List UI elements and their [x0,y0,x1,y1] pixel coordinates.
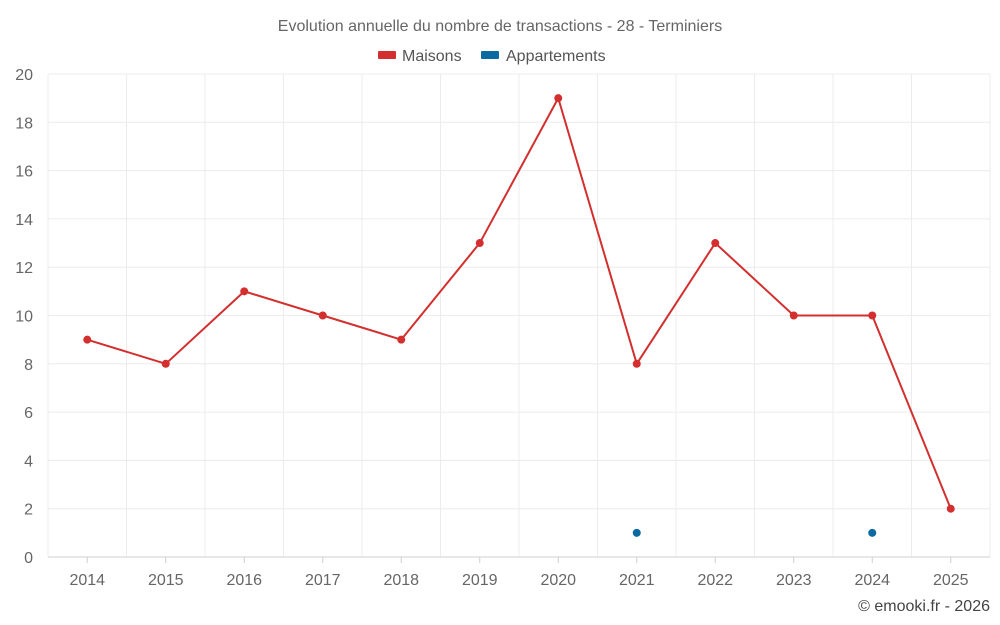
x-tick-label: 2016 [226,572,262,589]
data-point-appartements-2024[interactable] [868,528,877,537]
legend-swatch-maisons [378,51,396,59]
data-point-maisons-2022[interactable] [711,239,720,248]
x-tick-label: 2018 [383,572,419,589]
data-point-maisons-2019[interactable] [475,239,484,248]
y-tick-label: 4 [24,453,33,470]
y-tick-label: 10 [15,309,33,326]
x-tick-label: 2017 [305,572,341,589]
data-point-maisons-2025[interactable] [946,504,955,513]
x-tick-label: 2023 [776,572,812,589]
legend-item-appartements[interactable]: Appartements [481,48,606,65]
chart-title: Evolution annuelle du nombre de transact… [278,18,722,35]
y-tick-label: 12 [15,260,33,277]
y-tick-label: 20 [15,67,33,84]
data-point-maisons-2015[interactable] [161,359,170,368]
y-tick-label: 18 [15,115,33,132]
x-tick-label: 2014 [69,572,105,589]
x-tick-label: 2024 [854,572,890,589]
y-tick-label: 14 [15,212,33,229]
legend-item-maisons[interactable]: Maisons [378,48,462,65]
x-tick-label: 2020 [540,572,576,589]
series-line-maisons [86,97,952,510]
data-point-maisons-2014[interactable] [83,335,92,344]
y-tick-label: 8 [24,357,33,374]
data-point-maisons-2023[interactable] [789,311,798,320]
legend: Maisons Appartements [378,48,606,65]
data-point-maisons-2020[interactable] [554,94,563,103]
data-point-maisons-2018[interactable] [397,335,406,344]
x-tick-label: 2025 [933,572,969,589]
x-tick-label: 2021 [619,572,655,589]
grid [47,73,991,557]
x-tick-label: 2015 [148,572,184,589]
legend-label-maisons: Maisons [402,48,462,65]
x-tick-label: 2019 [462,572,498,589]
y-tick-label: 0 [24,550,33,567]
data-point-maisons-2016[interactable] [240,287,249,296]
y-tick-label: 6 [24,405,33,422]
axes: 0 2 4 6 8 10 12 14 16 18 20 2014 2015 2016 2017 2018 201… [15,67,990,589]
legend-label-appartements: Appartements [506,48,606,65]
data-point-appartements-2021[interactable] [632,528,641,537]
x-tick-label: 2022 [697,572,733,589]
credit-text: © emooki.fr - 2026 [858,598,990,615]
data-point-maisons-2021[interactable] [632,359,641,368]
y-tick-label: 2 [24,502,33,519]
legend-swatch-appartements [481,51,499,59]
data-point-maisons-2024[interactable] [868,311,877,320]
data-point-maisons-2017[interactable] [318,311,327,320]
y-tick-label: 16 [15,164,33,181]
series-layer [83,94,955,537]
